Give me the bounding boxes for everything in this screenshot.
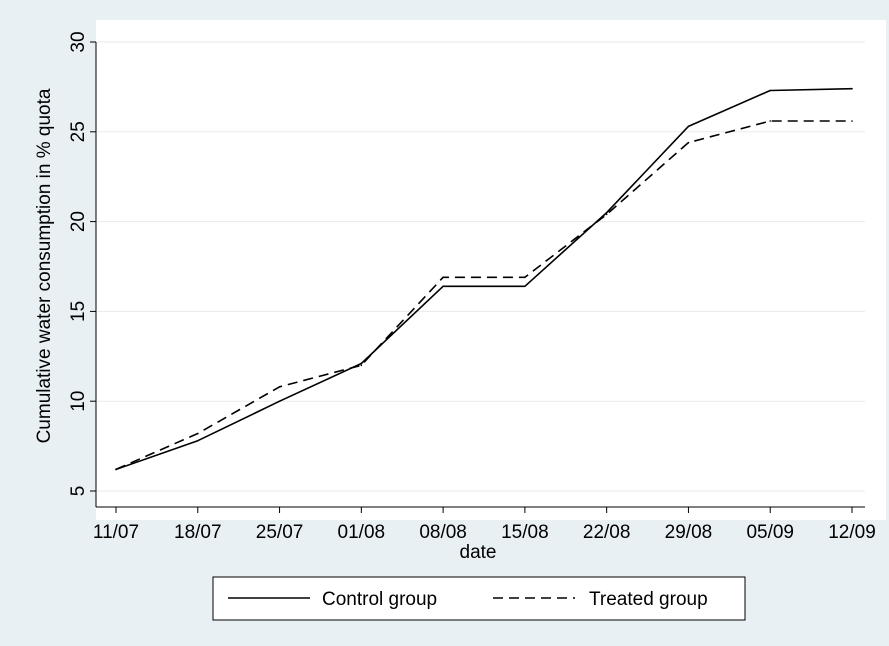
- data-point-treated-group-1: [196, 432, 199, 435]
- data-point-treated-group-4: [442, 276, 444, 279]
- data-point-treated-group-9: [851, 120, 853, 122]
- axes: [95, 42, 865, 508]
- data-point-control-group-1: [196, 439, 199, 442]
- y-tick-label: 30: [68, 31, 89, 52]
- data-point-control-group-4: [442, 285, 444, 288]
- x-tick-label: 25/07: [256, 522, 304, 543]
- series-lines: [115, 87, 853, 471]
- y-tick-label: 5: [68, 486, 89, 497]
- data-point-treated-group-6: [605, 213, 608, 216]
- data-point-control-group-5: [524, 285, 526, 288]
- data-point-control-group-3: [360, 362, 363, 365]
- data-point-treated-group-2: [278, 386, 281, 388]
- x-tick-label: 29/08: [665, 522, 713, 543]
- data-point-control-group-7: [687, 125, 690, 128]
- x-tick-label: 22/08: [583, 522, 631, 543]
- legend-label-treated-group: Treated group: [589, 589, 708, 610]
- y-tick-label: 15: [68, 301, 89, 322]
- data-point-treated-group-3: [360, 364, 363, 367]
- plot-area: [96, 20, 886, 520]
- y-axis-label: Cumulative water consumption in % quota: [34, 88, 55, 443]
- data-point-treated-group-0: [115, 468, 117, 471]
- x-axis-ticks: 11/07 18/07 25/07 01/08 08/08 15/08 22/08 29/08…: [93, 507, 876, 543]
- data-point-control-group-2: [278, 400, 281, 403]
- x-tick-label: 05/09: [746, 522, 794, 543]
- x-axis-label: date: [460, 542, 497, 563]
- series-line-treated-group: [115, 120, 852, 471]
- data-point-control-group-8: [769, 89, 772, 92]
- y-tick-label: 25: [68, 121, 89, 142]
- data-point-treated-group-5: [524, 276, 526, 279]
- x-tick-label: 08/08: [419, 522, 467, 543]
- data-point-treated-group-7: [687, 141, 690, 144]
- data-point-control-group-6: [605, 211, 608, 214]
- x-tick-label: 15/08: [501, 522, 549, 543]
- legend: Control group Treated group: [212, 576, 746, 621]
- series-line-control-group: [115, 87, 853, 471]
- y-axis-ticks: 5 10 15 20 25 30: [68, 31, 96, 496]
- data-point-control-group-9: [851, 87, 853, 90]
- y-tick-label: 10: [68, 391, 89, 412]
- x-tick-label: 11/07: [93, 522, 139, 543]
- x-tick-label: 18/07: [174, 522, 222, 543]
- x-tick-label: 01/08: [338, 522, 386, 543]
- x-tick-label: 12/09: [828, 522, 876, 543]
- legend-label-control-group: Control group: [322, 589, 437, 610]
- data-point-treated-group-8: [769, 120, 772, 122]
- gridlines: [97, 41, 865, 492]
- y-tick-label: 20: [68, 211, 89, 232]
